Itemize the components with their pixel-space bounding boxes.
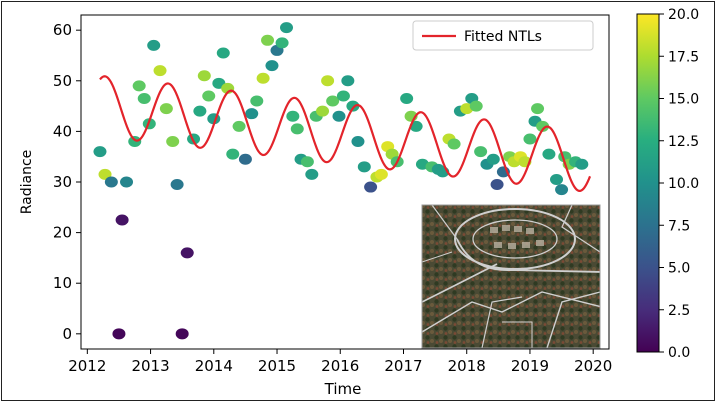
y-tick-label: 10 bbox=[53, 274, 72, 292]
scatter-point bbox=[153, 65, 167, 77]
scatter-point bbox=[180, 247, 194, 259]
scatter-point bbox=[316, 105, 330, 117]
colorbar-tick-label: 17.5 bbox=[668, 49, 699, 65]
scatter-point bbox=[216, 47, 230, 59]
scatter-point bbox=[197, 70, 211, 82]
scatter-point bbox=[550, 173, 564, 185]
x-tick-label: 2015 bbox=[258, 357, 296, 375]
scatter-point bbox=[193, 105, 207, 117]
scatter-point bbox=[265, 60, 279, 72]
scatter-point bbox=[120, 176, 134, 188]
scatter-point bbox=[128, 136, 142, 148]
colorbar-tick-label: 10.0 bbox=[668, 176, 699, 192]
scatter-point bbox=[351, 136, 365, 148]
scatter-point bbox=[147, 39, 161, 51]
colorbar-tick-label: 0.0 bbox=[668, 345, 690, 361]
scatter-points bbox=[93, 22, 589, 340]
scatter-point bbox=[159, 103, 173, 115]
scatter-point bbox=[115, 214, 129, 226]
x-axis-label: Time bbox=[324, 380, 362, 398]
scatter-point bbox=[290, 123, 304, 135]
scatter-point bbox=[326, 95, 340, 107]
inset-aerial-image bbox=[421, 204, 601, 349]
scatter-point bbox=[305, 168, 319, 180]
scatter-point bbox=[364, 181, 378, 193]
scatter-point bbox=[245, 108, 259, 120]
y-tick-label: 40 bbox=[53, 122, 72, 140]
scatter-point bbox=[232, 120, 246, 132]
colorbar-tick-label: 7.5 bbox=[668, 218, 690, 234]
scatter-point bbox=[341, 75, 355, 87]
scatter-point bbox=[132, 80, 146, 92]
scatter-point bbox=[170, 179, 184, 191]
scatter-point bbox=[523, 133, 537, 145]
x-tick-label: 2016 bbox=[321, 357, 359, 375]
legend-label: Fitted NTLs bbox=[464, 29, 542, 45]
x-tick-label: 2014 bbox=[195, 357, 233, 375]
scatter-point bbox=[469, 100, 483, 112]
y-axis-label: Radiance bbox=[19, 150, 35, 215]
x-tick-label: 2012 bbox=[68, 357, 106, 375]
scatter-point bbox=[575, 158, 589, 170]
colorbar-tick-label: 2.5 bbox=[668, 303, 690, 319]
scatter-point bbox=[542, 148, 556, 160]
colorbar-ticks: 0.0 2.5 5.0 7.5 10.0 12.5 15.0 17.5 20.0 bbox=[659, 7, 699, 361]
x-tick-label: 2017 bbox=[384, 357, 422, 375]
scatter-point bbox=[286, 110, 300, 122]
scatter-point bbox=[256, 72, 270, 84]
scatter-point bbox=[238, 153, 252, 165]
scatter-point bbox=[137, 93, 151, 104]
y-axis: 0 10 20 30 40 50 60 bbox=[53, 21, 81, 343]
y-tick-label: 30 bbox=[53, 173, 72, 191]
y-tick-label: 0 bbox=[62, 325, 72, 343]
x-tick-label: 2019 bbox=[511, 357, 549, 375]
scatter-point bbox=[531, 103, 545, 115]
scatter-point bbox=[175, 328, 189, 340]
scatter-point bbox=[300, 156, 314, 168]
scatter-point bbox=[555, 184, 569, 196]
scatter-point bbox=[536, 120, 550, 132]
x-tick-label: 2018 bbox=[448, 357, 486, 375]
scatter-point bbox=[104, 176, 118, 188]
chart-svg: Fitted NTLs 2012 2013 2014 2015 2016 2017 2018… bbox=[19, 7, 699, 398]
scatter-point bbox=[474, 146, 488, 158]
y-tick-label: 50 bbox=[53, 72, 72, 90]
scatter-point bbox=[250, 95, 264, 107]
scatter-point bbox=[275, 37, 289, 49]
scatter-point bbox=[447, 138, 461, 150]
scatter-point bbox=[93, 146, 107, 158]
scatter-point bbox=[166, 136, 180, 148]
scatter-point bbox=[112, 328, 126, 340]
colorbar-tick-label: 5.0 bbox=[668, 261, 690, 277]
scatter-point bbox=[336, 90, 350, 102]
x-tick-label: 2020 bbox=[574, 357, 612, 375]
scatter-point bbox=[332, 110, 346, 122]
scatter-point bbox=[321, 75, 335, 87]
x-axis: 2012 2013 2014 2015 2016 2017 2018 2019 2020 bbox=[68, 349, 612, 375]
scatter-point bbox=[400, 93, 414, 104]
scatter-point bbox=[486, 153, 500, 165]
scatter-point bbox=[226, 148, 240, 160]
scatter-point bbox=[202, 90, 216, 102]
y-tick-label: 60 bbox=[53, 21, 72, 39]
scatter-point bbox=[346, 100, 360, 112]
scatter-point bbox=[374, 168, 388, 180]
colorbar-tick-label: 12.5 bbox=[668, 134, 699, 150]
colorbar-tick-label: 20.0 bbox=[668, 7, 699, 23]
scatter-point bbox=[261, 34, 275, 46]
fitted-ntl-line bbox=[99, 75, 592, 192]
scatter-point bbox=[357, 161, 371, 173]
y-tick-label: 20 bbox=[53, 224, 72, 242]
legend: Fitted NTLs bbox=[412, 20, 594, 51]
scatter-point bbox=[280, 22, 294, 34]
scatter-point bbox=[490, 179, 504, 191]
figure-frame: Fitted NTLs 2012 2013 2014 2015 2016 2017 2018… bbox=[1, 1, 715, 401]
colorbar bbox=[636, 13, 660, 353]
x-tick-label: 2013 bbox=[131, 357, 169, 375]
colorbar-tick-label: 15.0 bbox=[668, 92, 699, 108]
